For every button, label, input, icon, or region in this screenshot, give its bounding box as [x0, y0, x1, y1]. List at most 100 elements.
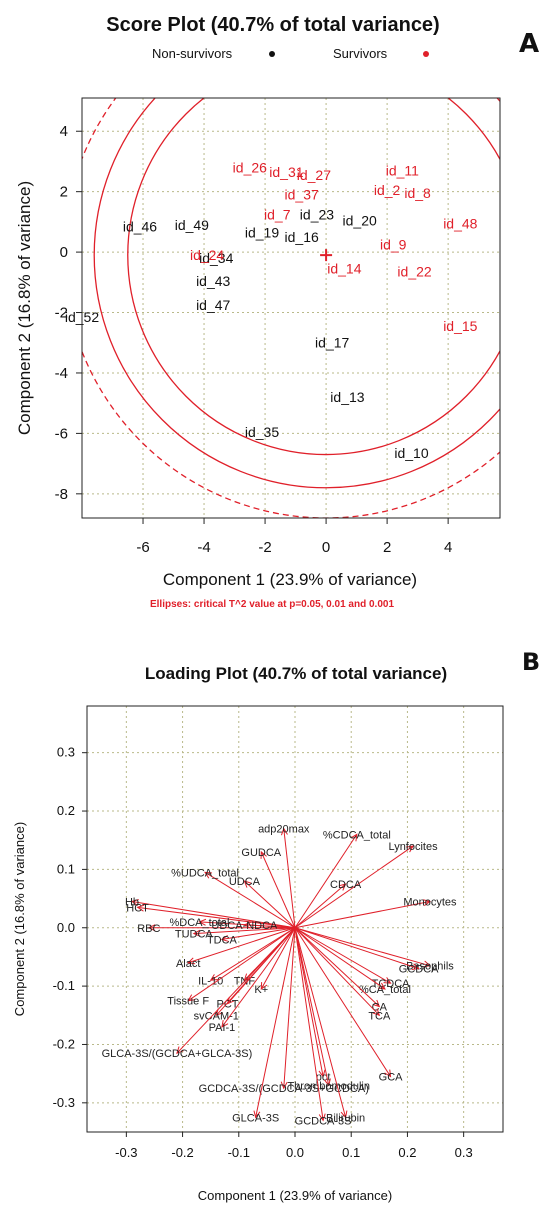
score-point-label: id_19 — [245, 224, 279, 240]
score-plot-ellipse-note: Ellipses: critical T^2 value at p=0.05, … — [150, 599, 394, 610]
loading-x-tick-label: 0.3 — [455, 1145, 473, 1160]
loading-arrow-head — [176, 1046, 184, 1055]
score-point-label: id_34 — [199, 250, 233, 266]
loading-arrow — [294, 834, 358, 929]
score-y-tick-label: -4 — [55, 365, 68, 382]
loading-arrow-head — [215, 1008, 223, 1017]
score-plot-title: Score Plot (40.7% of total variance) — [106, 14, 439, 36]
score-point-label: id_35 — [245, 424, 279, 440]
score-y-tick-label: 4 — [60, 123, 68, 140]
loading-arrow-head — [324, 1078, 331, 1087]
score-plot-panel: Score Plot (40.7% of total variance) A N… — [15, 14, 539, 610]
loading-arrow-head — [318, 1113, 326, 1122]
loading-arrow — [131, 900, 296, 929]
loading-variable-label: TUDCA — [175, 929, 214, 941]
score-x-tick-label: -6 — [136, 539, 149, 556]
loading-x-tick-label: 0.0 — [286, 1145, 304, 1160]
loading-arrow — [244, 880, 296, 929]
loading-arrow — [221, 927, 296, 940]
loading-arrow — [193, 927, 296, 935]
loading-variable-label: %UDCA_total — [171, 867, 239, 879]
score-point-label: id_17 — [315, 335, 349, 351]
loading-arrow-head — [226, 996, 235, 1005]
loading-arrow — [188, 927, 296, 964]
score-point-label: id_24 — [190, 247, 224, 263]
score-point-label: id_22 — [397, 264, 431, 280]
loading-arrow — [137, 906, 296, 929]
loading-arrow-head — [243, 880, 252, 888]
loading-arrow-head — [318, 1069, 326, 1078]
loading-arrow — [221, 927, 296, 1028]
score-point-label: id_31 — [269, 164, 303, 180]
loading-variable-label: CA — [372, 1002, 388, 1014]
loading-arrow-head — [198, 918, 207, 926]
score-x-tick-label: 0 — [322, 539, 330, 556]
loading-variable-label: UDCA — [229, 876, 261, 888]
loading-arrow-head — [372, 999, 381, 1008]
loading-plot-title: Loading Plot (40.7% of total variance) — [145, 664, 447, 683]
score-point-label: id_15 — [443, 318, 477, 334]
loading-x-tick-label: -0.1 — [228, 1145, 250, 1160]
loading-arrow-head — [243, 921, 252, 929]
score-plot-y-axis-label: Component 2 (16.8% of variance) — [15, 181, 34, 435]
loading-variable-label: TDCA — [207, 934, 238, 946]
loading-arrow-head — [147, 924, 156, 932]
loading-variable-label: IL-10 — [198, 975, 223, 987]
loading-arrow-head — [384, 1069, 392, 1078]
score-point-label: id_9 — [380, 237, 407, 253]
loading-arrow — [176, 927, 296, 1054]
score-y-tick-label: -6 — [55, 425, 68, 442]
loading-variable-label: RBC — [137, 923, 160, 935]
loading-y-tick-label: -0.2 — [53, 1036, 75, 1051]
score-x-tick-label: 2 — [383, 539, 391, 556]
score-point-label: id_8 — [404, 185, 431, 201]
loading-variable-label: adp20max — [258, 824, 310, 836]
score-y-tick-label: 0 — [60, 244, 68, 261]
loading-x-tick-label: 0.1 — [342, 1145, 360, 1160]
loading-plot-x-axis-label: Component 1 (23.9% of variance) — [198, 1188, 392, 1203]
score-point-label: id_16 — [285, 229, 319, 245]
loading-variable-label: Lynfocites — [388, 841, 438, 853]
loading-x-tick-label: -0.3 — [115, 1145, 137, 1160]
legend-nonsurvivors-label: Non-survivors — [152, 46, 233, 61]
score-point-label: id_23 — [300, 206, 334, 222]
loading-arrow — [294, 845, 414, 929]
loading-y-tick-label: 0.3 — [57, 745, 75, 760]
loading-arrow-head — [422, 960, 432, 968]
loading-arrow-head — [253, 1110, 261, 1119]
loading-variable-label: Tissue F — [167, 996, 209, 1008]
score-y-tick-label: -2 — [55, 305, 68, 322]
legend-survivors-label: Survivors — [333, 46, 388, 61]
loading-y-tick-label: 0.0 — [57, 920, 75, 935]
loading-variable-label: PAI-1 — [209, 1022, 236, 1034]
loading-arrow-head — [260, 850, 267, 859]
loading-x-tick-label: -0.2 — [171, 1145, 193, 1160]
score-y-tick-label: 2 — [60, 184, 68, 201]
loading-arrow-head — [221, 1019, 229, 1028]
score-point-label: id_11 — [386, 163, 419, 179]
loading-arrow — [294, 927, 380, 1016]
loading-variable-label: GLCA-3S — [232, 1112, 279, 1124]
loading-plot-frame — [86, 705, 504, 1133]
loading-variable-label: GCDCA — [399, 964, 439, 976]
score-x-tick-label: 4 — [444, 539, 452, 556]
loading-variable-label: GLCA-3S/(GCDCA+GLCA-3S) — [102, 1048, 253, 1060]
score-x-tick-label: -2 — [258, 539, 271, 556]
loading-arrow — [294, 927, 419, 970]
loading-variable-label: GCDCA-3S — [295, 1115, 352, 1127]
loading-variable-label: GUDCA — [241, 847, 281, 859]
loading-variable-label: TCA — [368, 1010, 391, 1022]
score-point-label: id_13 — [330, 389, 364, 405]
loading-arrow — [294, 927, 386, 990]
score-plot-grid — [82, 98, 500, 518]
score-plot-frame — [81, 97, 501, 519]
loading-arrow — [294, 927, 380, 1007]
ellipse-p001 — [93, 98, 500, 489]
score-plot-ellipses — [82, 98, 500, 518]
loading-arrow — [294, 927, 324, 1077]
score-point-label: id_10 — [394, 445, 428, 461]
loading-arrow-head — [187, 957, 196, 965]
legend-nonsurvivors-marker — [269, 51, 275, 57]
loading-arrow — [294, 927, 391, 984]
